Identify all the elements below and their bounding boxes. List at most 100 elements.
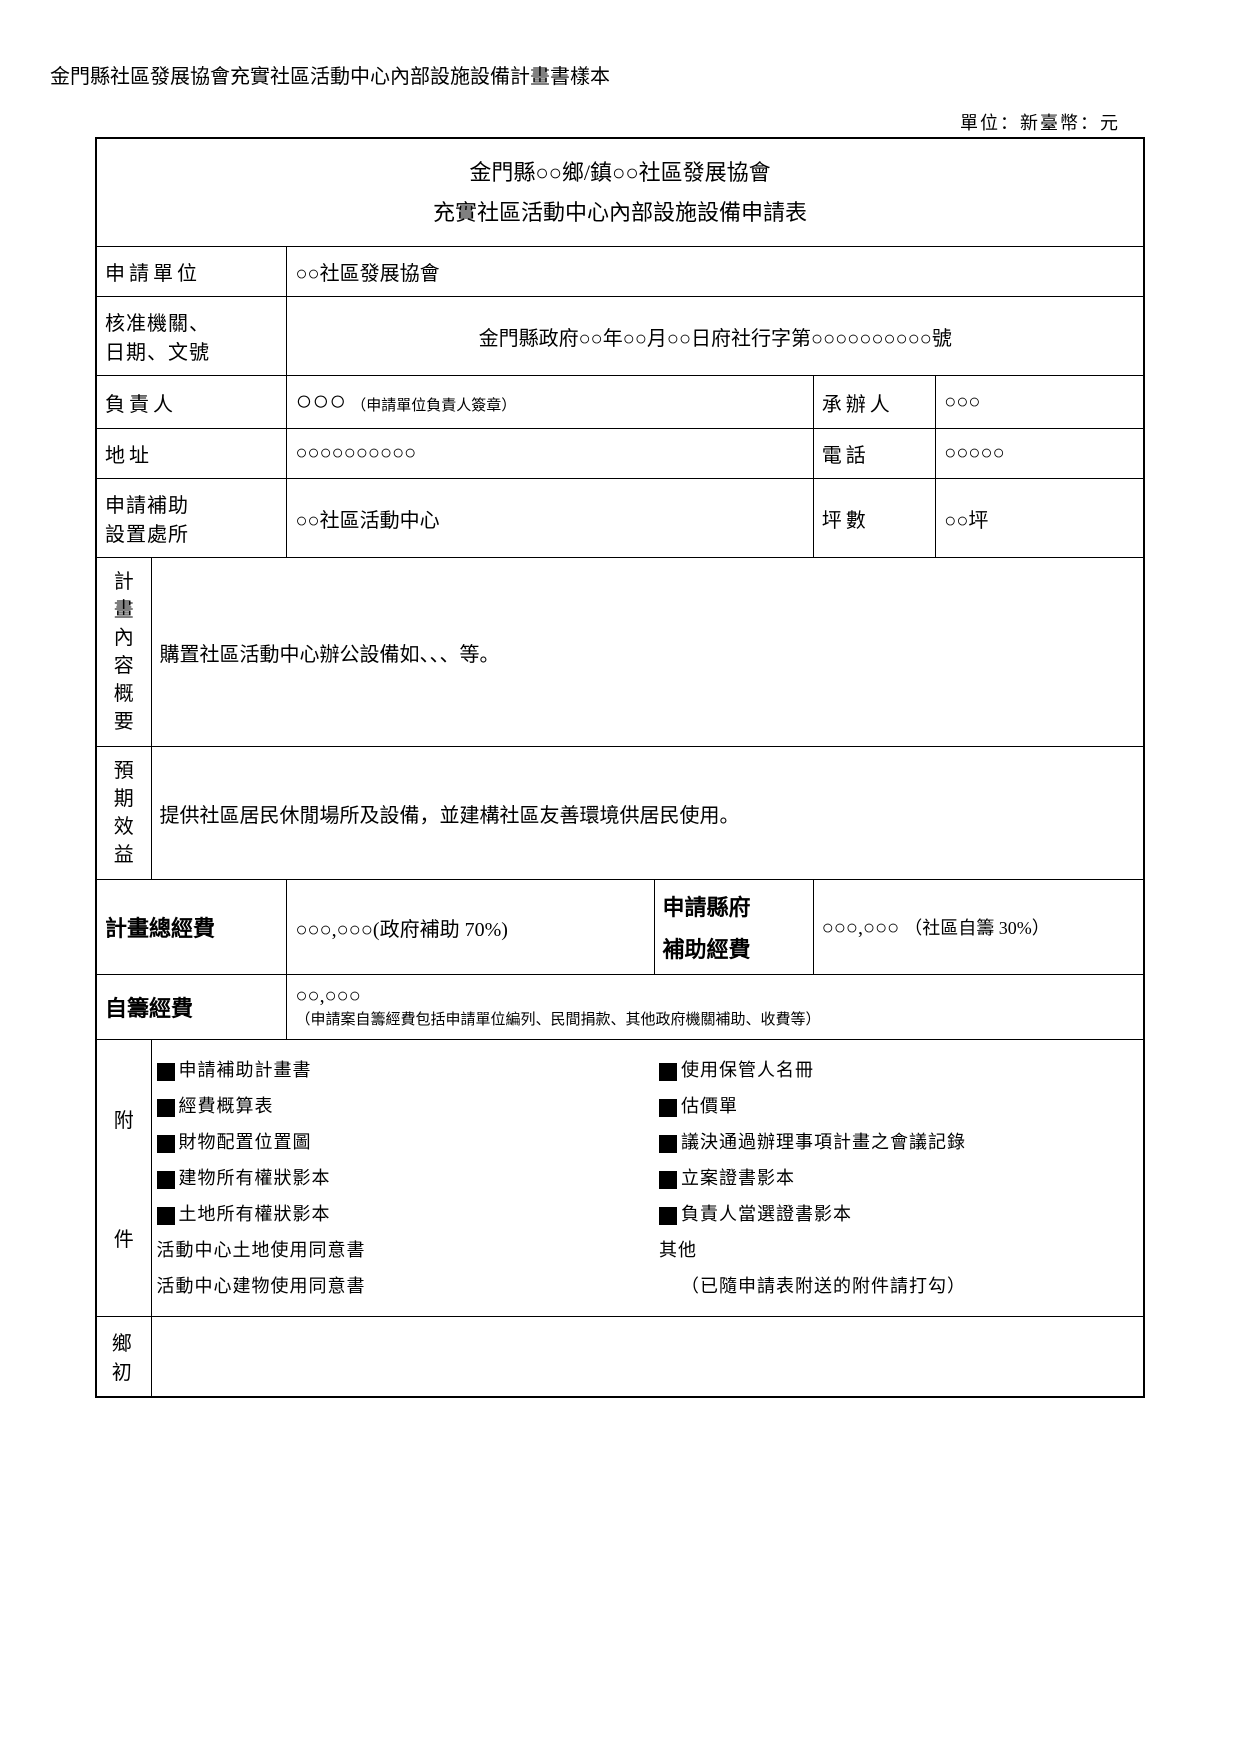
budget-row: 計畫總經費 ○○○,○○○(政府補助 70%) 申請縣府 補助經費 ○○○,○○… (96, 880, 1144, 975)
checkbox-filled-icon (157, 1063, 175, 1081)
location-label: 申請補助 設置處所 (96, 479, 287, 558)
total-budget-label: 計畫總經費 (96, 880, 287, 975)
attachment-text: 使用保管人名冊 (681, 1060, 814, 1080)
application-form-table: 金門縣○○鄉/鎮○○社區發展協會 充實社區活動中心內部設施設備申請表 申請單位 … (95, 137, 1145, 1398)
attachment-item: 建物所有權狀影本 (157, 1160, 655, 1196)
attachment-text: 活動中心土地使用同意書 (157, 1240, 366, 1260)
attachment-item: 經費概算表 (157, 1088, 655, 1124)
form-header-row: 金門縣○○鄉/鎮○○社區發展協會 充實社區活動中心內部設施設備申請表 (96, 138, 1144, 247)
phone-label: 電話 (813, 429, 936, 479)
responsible-value-cell: ○○○ （申請單位負責人簽章） (287, 376, 813, 429)
attachment-item: 估價單 (659, 1088, 1143, 1124)
handler-label: 承辦人 (813, 376, 936, 429)
attachment-item: （已隨申請表附送的附件請打勾） (659, 1268, 1143, 1304)
area-label: 坪數 (813, 479, 936, 558)
checkbox-filled-icon (659, 1171, 677, 1189)
attachment-item: 申請補助計畫書 (157, 1052, 655, 1088)
checkbox-filled-icon (659, 1135, 677, 1153)
checkbox-filled-icon (659, 1099, 677, 1117)
checkbox-filled-icon (157, 1207, 175, 1225)
address-row: 地址 ○○○○○○○○○○ 電話 ○○○○○ (96, 429, 1144, 479)
attachment-item: 活動中心建物使用同意書 (157, 1268, 655, 1304)
attachment-item: 財物配置位置圖 (157, 1124, 655, 1160)
approval-row: 核准機關、 日期、文號 金門縣政府○○年○○月○○日府社行字第○○○○○○○○○… (96, 297, 1144, 376)
attachments-right-col: 使用保管人名冊估價單議決通過辦理事項計畫之會議記錄立案證書影本負責人當選證書影本… (654, 1040, 1144, 1317)
self-fund-row: 自籌經費 ○○,○○○ （申請案自籌經費包括申請單位編列、民間捐款、其他政府機關… (96, 975, 1144, 1040)
attachment-text: 活動中心建物使用同意書 (157, 1276, 366, 1296)
footer-cell (151, 1317, 1144, 1397)
attachment-item: 土地所有權狀影本 (157, 1196, 655, 1232)
county-subsidy-note: （社區自籌 30%） (904, 918, 1050, 938)
location-label-1: 申請補助 (105, 489, 278, 518)
plan-content-label: 計畫內容概要 (96, 558, 151, 747)
handler-value: ○○○ (936, 376, 1144, 429)
attachment-text: 財物配置位置圖 (179, 1132, 312, 1152)
checkbox-filled-icon (157, 1099, 175, 1117)
attach-label-bottom: 件 (105, 1223, 143, 1252)
attachment-item: 議決通過辦理事項計畫之會議記錄 (659, 1124, 1143, 1160)
apply-unit-value: ○○社區發展協會 (287, 247, 1144, 297)
plan-content-value: 購置社區活動中心辦公設備如、、、等。 (151, 558, 1144, 747)
county-subsidy-cell: ○○○,○○○ （社區自籌 30%） (813, 880, 1144, 975)
county-subsidy-label: 申請縣府 補助經費 (654, 880, 813, 975)
location-row: 申請補助 設置處所 ○○社區活動中心 坪數 ○○坪 (96, 479, 1144, 558)
checkbox-filled-icon (157, 1135, 175, 1153)
expected-value: 提供社區居民休閒場所及設備，並建構社區友善環境供居民使用。 (151, 747, 1144, 880)
attachment-item: 其他 (659, 1232, 1143, 1268)
total-budget-note: (政府補助 70%) (373, 919, 508, 941)
footer-row: 鄉初 (96, 1317, 1144, 1397)
attachments-label: 附 件 (96, 1040, 151, 1317)
form-header-line1: 金門縣○○鄉/鎮○○社區發展協會 (105, 153, 1135, 193)
attachment-text: 負責人當選證書影本 (681, 1204, 852, 1224)
responsible-row: 負責人 ○○○ （申請單位負責人簽章） 承辦人 ○○○ (96, 376, 1144, 429)
attachments-left-col: 申請補助計畫書經費概算表財物配置位置圖建物所有權狀影本土地所有權狀影本活動中心土… (151, 1040, 654, 1317)
attachment-text: 土地所有權狀影本 (179, 1204, 331, 1224)
approval-label-1: 核准機關、 (105, 307, 278, 336)
checkbox-filled-icon (659, 1063, 677, 1081)
location-label-2: 設置處所 (105, 518, 278, 547)
expected-row: 預期效益 提供社區居民休閒場所及設備，並建構社區友善環境供居民使用。 (96, 747, 1144, 880)
location-value: ○○社區活動中心 (287, 479, 813, 558)
apply-unit-row: 申請單位 ○○社區發展協會 (96, 247, 1144, 297)
document-title: 金門縣社區發展協會充實社區活動中心內部設施設備計畫書樣本 (50, 60, 1190, 89)
self-fund-label: 自籌經費 (96, 975, 287, 1040)
county-subsidy-label-1: 申請縣府 (663, 890, 805, 922)
expected-label: 預期效益 (96, 747, 151, 880)
self-fund-value: ○○,○○○ (295, 985, 1135, 1008)
currency-unit-label: 單位：新臺幣：元 (50, 109, 1120, 135)
area-value: ○○坪 (936, 479, 1144, 558)
attachment-item: 活動中心土地使用同意書 (157, 1232, 655, 1268)
self-fund-cell: ○○,○○○ （申請案自籌經費包括申請單位編列、民間捐款、其他政府機關補助、收費… (287, 975, 1144, 1040)
plan-content-row: 計畫內容概要 購置社區活動中心辦公設備如、、、等。 (96, 558, 1144, 747)
attachment-text: 申請補助計畫書 (179, 1060, 312, 1080)
total-budget-cell: ○○○,○○○(政府補助 70%) (287, 880, 654, 975)
checkbox-filled-icon (659, 1207, 677, 1225)
approval-label-2: 日期、文號 (105, 336, 278, 365)
address-value: ○○○○○○○○○○ (287, 429, 813, 479)
phone-value: ○○○○○ (936, 429, 1144, 479)
county-subsidy-value: ○○○,○○○ (822, 917, 899, 939)
form-header-line2: 充實社區活動中心內部設施設備申請表 (105, 193, 1135, 233)
county-subsidy-label-2: 補助經費 (663, 932, 805, 964)
checkbox-filled-icon (157, 1171, 175, 1189)
attachment-text: 建物所有權狀影本 (179, 1168, 331, 1188)
apply-unit-label: 申請單位 (96, 247, 287, 297)
attachment-item: 負責人當選證書影本 (659, 1196, 1143, 1232)
responsible-note: （申請單位負責人簽章） (351, 398, 516, 414)
self-fund-note: （申請案自籌經費包括申請單位編列、民間捐款、其他政府機關補助、收費等） (295, 1008, 1135, 1029)
attachment-item: 立案證書影本 (659, 1160, 1143, 1196)
address-label: 地址 (96, 429, 287, 479)
responsible-label: 負責人 (96, 376, 287, 429)
attachments-row: 附 件 申請補助計畫書經費概算表財物配置位置圖建物所有權狀影本土地所有權狀影本活… (96, 1040, 1144, 1317)
attachment-text: 經費概算表 (179, 1096, 274, 1116)
responsible-value: ○○○ (295, 386, 346, 417)
approval-label: 核准機關、 日期、文號 (96, 297, 287, 376)
footer-label: 鄉初 (96, 1317, 151, 1397)
attachment-text: 其他 (659, 1240, 697, 1260)
total-budget-value: ○○○,○○○ (295, 919, 372, 941)
attachment-text: 議決通過辦理事項計畫之會議記錄 (681, 1132, 966, 1152)
attachment-text: （已隨申請表附送的附件請打勾） (681, 1276, 966, 1296)
attachment-text: 立案證書影本 (681, 1168, 795, 1188)
attachment-item: 使用保管人名冊 (659, 1052, 1143, 1088)
attachment-text: 估價單 (681, 1096, 738, 1116)
